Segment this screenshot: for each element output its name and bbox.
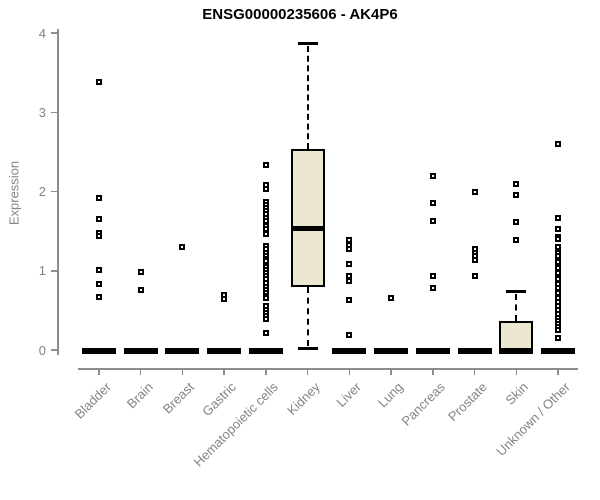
outlier-point	[471, 257, 478, 264]
whisker-upper-skin	[515, 293, 518, 321]
chart-title: ENSG00000235606 - AK4P6	[202, 6, 398, 23]
whisker-cap-upper-skin	[506, 289, 527, 293]
y-tick-label: 0	[38, 342, 46, 358]
y-tick	[51, 270, 57, 272]
whisker-cap-lower-kidney	[297, 347, 318, 351]
median-skin	[499, 348, 534, 354]
x-tick	[432, 368, 434, 375]
median-gastric	[207, 348, 242, 354]
outlier-point	[513, 180, 520, 187]
y-tick-label: 4	[38, 25, 46, 41]
median-unknown-other	[541, 348, 576, 354]
outlier-point	[471, 188, 478, 195]
y-tick-label: 3	[38, 104, 46, 120]
outlier-point	[346, 261, 353, 268]
outlier-point	[388, 295, 395, 302]
outlier-point	[262, 225, 269, 232]
outlier-point	[513, 236, 520, 243]
outlier-point	[429, 285, 436, 292]
x-tick	[473, 368, 476, 375]
outlier-point	[262, 330, 269, 337]
x-tick	[181, 368, 184, 375]
outlier-point	[555, 225, 562, 232]
y-tick	[51, 111, 57, 113]
outlier-point	[262, 231, 269, 238]
median-kidney	[290, 225, 325, 231]
x-tick	[515, 368, 518, 375]
whisker-lower-kidney	[306, 286, 309, 347]
y-tick-label: 1	[38, 263, 46, 279]
x-tick	[139, 368, 142, 375]
outlier-point	[346, 297, 353, 304]
outlier-point	[96, 216, 102, 223]
median-lung	[374, 348, 409, 354]
median-prostate	[457, 348, 492, 354]
outlier-point	[429, 217, 436, 224]
outlier-point	[137, 268, 144, 275]
outlier-point	[555, 253, 562, 260]
outlier-point	[513, 192, 520, 199]
x-tick	[223, 368, 225, 375]
x-tick	[348, 368, 351, 375]
outlier-point	[429, 199, 436, 206]
outlier-point	[555, 270, 562, 277]
y-tick	[51, 190, 57, 193]
outlier-point	[96, 281, 102, 288]
outlier-point	[429, 273, 436, 280]
x-tick	[306, 368, 309, 375]
outlier-point	[346, 246, 353, 253]
outlier-point	[137, 286, 144, 293]
outlier-point	[429, 173, 436, 180]
whisker-cap-upper-kidney	[297, 42, 318, 46]
median-brain	[123, 348, 158, 354]
outlier-point	[221, 296, 228, 303]
whisker-upper-kidney	[306, 46, 309, 150]
x-tick	[98, 368, 100, 375]
outlier-point	[555, 214, 562, 221]
median-liver	[332, 348, 367, 354]
median-hematopoietic-cells	[248, 348, 283, 354]
outlier-point	[262, 162, 269, 169]
outlier-point	[346, 331, 353, 338]
x-tick	[265, 368, 267, 375]
outlier-point	[96, 293, 102, 300]
outlier-point	[555, 140, 562, 147]
outlier-point	[555, 236, 562, 243]
outlier-point	[96, 79, 102, 86]
outlier-point	[262, 186, 269, 193]
y-tick	[51, 32, 57, 34]
y-axis-line	[57, 29, 59, 355]
y-tick	[51, 349, 57, 351]
outlier-point	[96, 194, 102, 201]
outlier-point	[179, 243, 186, 250]
median-bladder	[82, 348, 116, 354]
outlier-point	[555, 243, 562, 250]
median-breast	[165, 348, 200, 354]
y-tick-label: 2	[38, 184, 46, 199]
outlier-point	[262, 258, 269, 265]
x-tick	[557, 368, 559, 375]
outlier-point	[555, 259, 562, 266]
x-tick	[390, 368, 392, 375]
outlier-point	[513, 218, 520, 225]
box-skin	[499, 320, 534, 350]
outlier-point	[555, 335, 562, 342]
box-kidney	[290, 149, 325, 287]
outlier-point	[96, 266, 102, 273]
x-axis-line	[78, 368, 578, 370]
median-pancreas	[415, 348, 450, 354]
outlier-point	[96, 232, 102, 239]
outlier-point	[471, 273, 478, 280]
outlier-point	[262, 316, 269, 323]
outlier-point	[555, 275, 562, 282]
outlier-point	[555, 327, 562, 334]
outlier-point	[262, 295, 269, 302]
outlier-point	[346, 278, 353, 285]
